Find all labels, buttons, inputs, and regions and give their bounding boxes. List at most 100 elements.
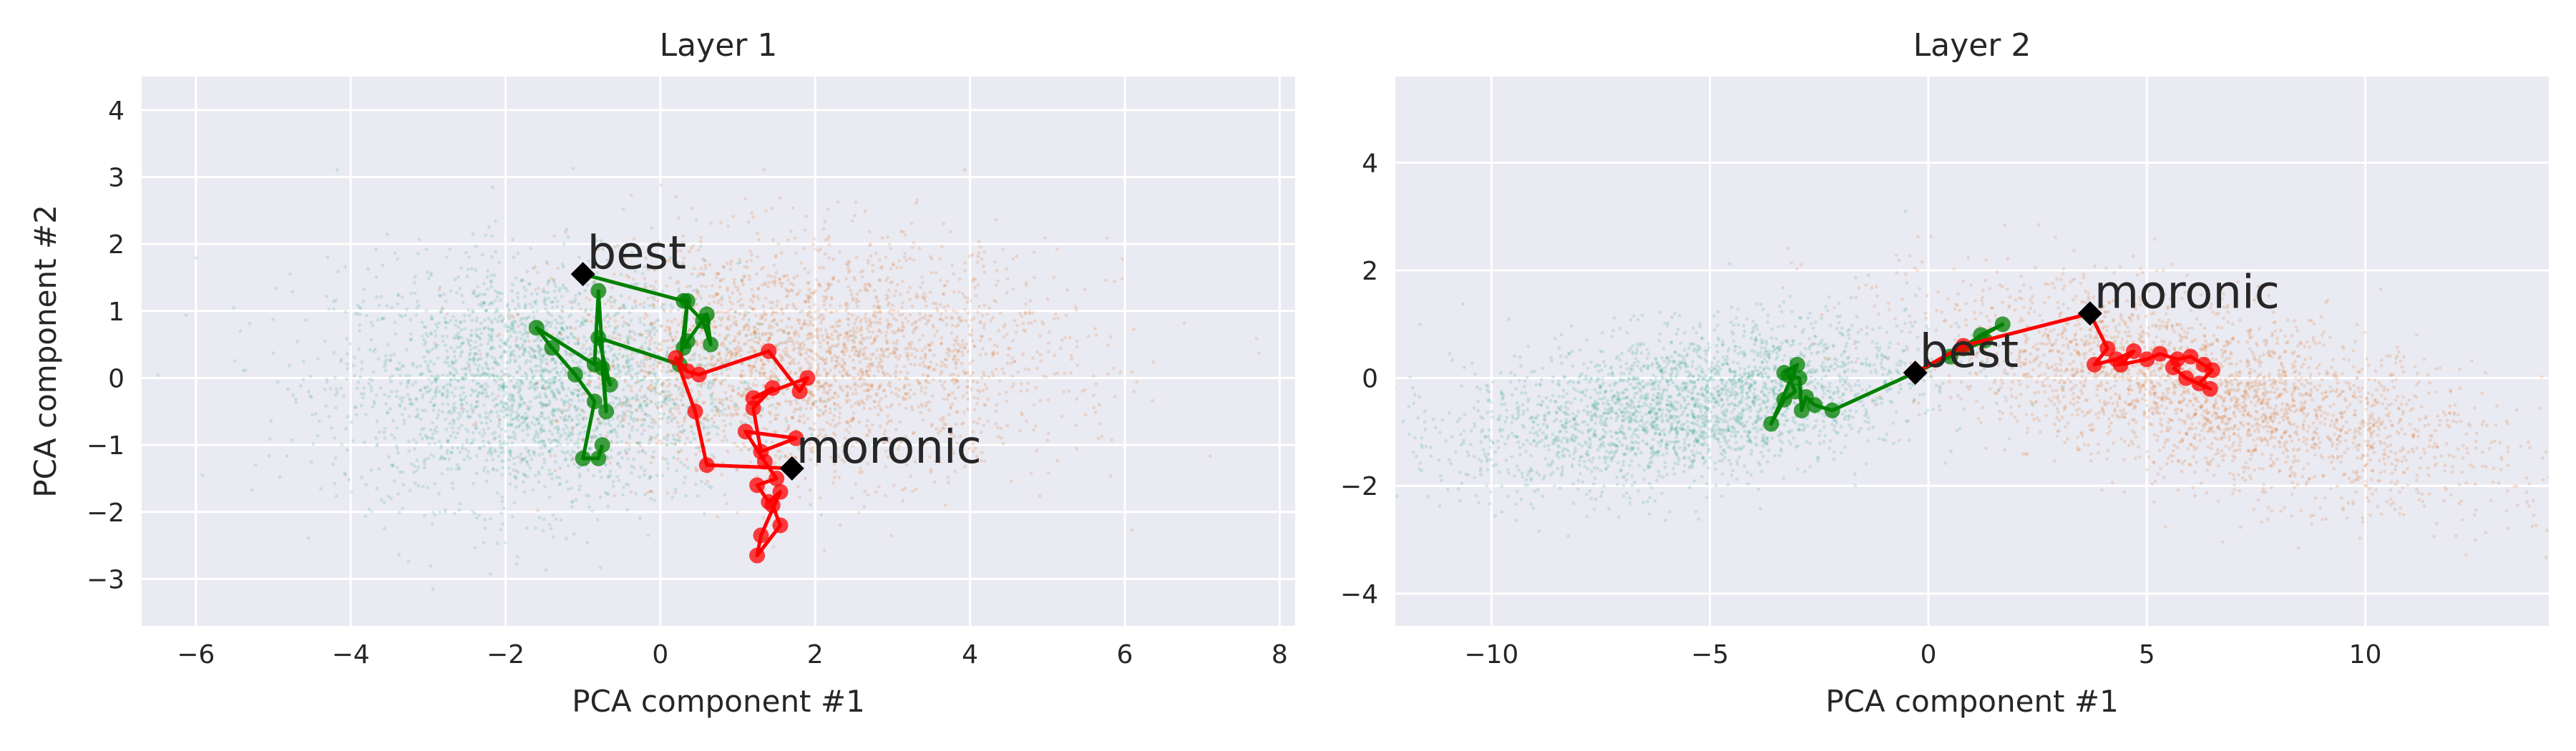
cloud-point [514,344,519,348]
cloud-point [1068,335,1072,340]
cloud-point [952,272,956,276]
cloud-point [554,517,558,521]
cloud-point [556,266,560,270]
cloud-point [601,247,605,251]
cloud-point [395,446,399,451]
cloud-point [808,426,812,431]
cloud-point [504,360,509,365]
cloud-point [483,466,487,470]
cloud-point [510,289,514,293]
cloud-point [842,361,847,365]
cloud-point [849,288,853,293]
cloud-point [834,320,839,324]
cloud-point [487,328,492,332]
cloud-point [962,411,966,414]
cloud-point [464,395,468,399]
cloud-point [316,357,320,361]
cloud-point [757,322,761,326]
cloud-point [639,423,643,428]
cloud-point [389,390,394,393]
cloud-point [607,335,611,339]
cloud-point [1132,389,1136,393]
cloud-point [489,319,493,323]
cloud-point [830,356,834,360]
cloud-point [587,259,590,262]
cloud-point [480,434,484,438]
cloud-point [713,331,716,335]
cloud-point [233,359,237,363]
cloud-point [616,424,620,428]
cloud-point [565,426,570,430]
cloud-point [670,339,675,343]
cloud-point [535,429,538,433]
cloud-point [809,406,813,411]
cloud-point [784,295,789,299]
cloud-point [543,391,547,396]
cloud-point [327,307,331,311]
cloud-point [474,374,478,378]
cloud-point [396,302,400,306]
cloud-point [577,336,581,340]
cloud-point [635,417,640,421]
cloud-point [412,438,416,442]
cloud-point [565,335,569,339]
cloud-point [460,367,464,371]
cloud-point [912,258,916,262]
cloud-point [514,416,518,421]
cloud-point [493,317,497,321]
cloud-point [836,337,840,341]
cloud-point [552,381,556,385]
cloud-point [862,406,867,411]
cloud-point [720,310,724,314]
cloud-point [864,312,868,316]
cloud-point [776,413,780,417]
cloud-point [515,381,519,386]
cloud-point [673,317,677,321]
cloud-point [1074,423,1078,428]
cloud-point [728,324,733,328]
cloud-point [360,360,364,364]
cloud-point [621,486,625,489]
cloud-point [535,270,540,275]
cloud-point [550,471,554,476]
cloud-point [633,282,637,286]
cloud-point [995,344,1000,348]
cloud-point [733,335,737,340]
cloud-point [528,466,532,470]
cloud-point [813,421,816,426]
cloud-point [877,403,881,408]
cloud-point [653,436,658,440]
cloud-point [534,382,538,386]
cloud-point [561,366,565,370]
cloud-point [503,341,507,345]
cloud-point [647,424,651,428]
cloud-point [840,443,844,448]
cloud-point [672,437,676,441]
cloud-point [837,324,841,328]
cloud-point [504,385,508,389]
cloud-point [539,338,542,343]
cloud-point [779,250,784,255]
cloud-point [547,381,551,384]
cloud-point [638,364,643,368]
cloud-point [643,312,648,316]
cloud-point [942,422,946,426]
cloud-point [478,327,482,331]
cloud-point [726,224,730,228]
cloud-point [429,564,432,568]
cloud-point [662,412,666,416]
cloud-point [488,335,492,339]
cloud-point [489,328,494,332]
cloud-point [345,362,349,366]
cloud-point [368,377,372,381]
cloud-point [560,262,565,267]
cloud-point [635,352,639,355]
cloud-point [638,379,642,383]
cloud-point [469,333,473,337]
cloud-point [474,294,479,298]
cloud-point [500,473,504,477]
cloud-point [654,382,658,386]
cloud-point [706,479,710,484]
cloud-point [674,195,678,199]
cloud-point [464,401,469,405]
